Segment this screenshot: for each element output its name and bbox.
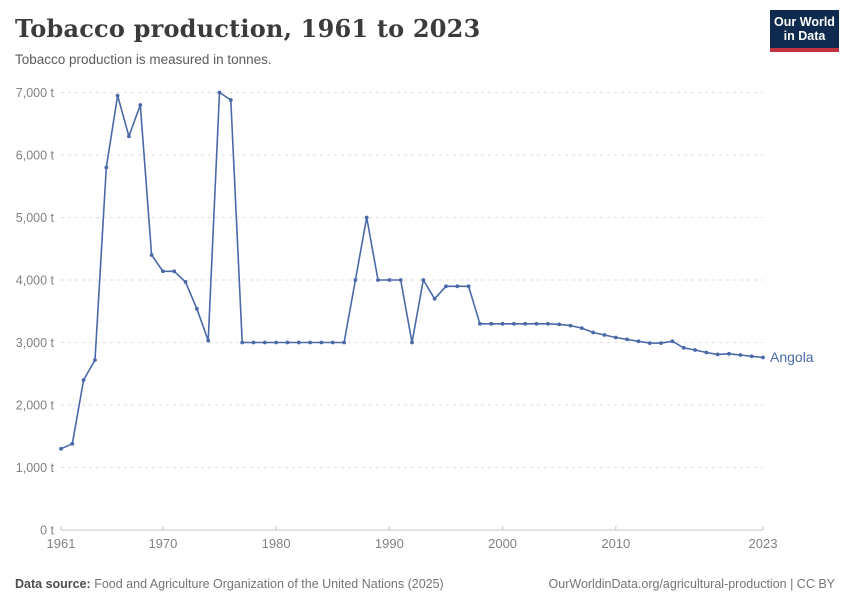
y-tick-label: 2,000 t xyxy=(16,399,55,413)
data-point-marker[interactable] xyxy=(330,340,335,345)
data-point-marker[interactable] xyxy=(251,340,256,345)
data-point-marker[interactable] xyxy=(455,284,460,289)
data-point-marker[interactable] xyxy=(421,278,426,282)
data-point-marker[interactable] xyxy=(546,321,550,326)
data-point-marker[interactable] xyxy=(636,339,641,344)
y-tick-label: 3,000 t xyxy=(16,336,55,350)
data-point-marker[interactable] xyxy=(81,378,86,382)
data-point-marker[interactable] xyxy=(704,350,709,355)
y-tick-label: 6,000 t xyxy=(16,149,55,163)
data-point-marker[interactable] xyxy=(557,322,562,327)
x-tick-label: 1980 xyxy=(262,536,291,551)
data-point-marker[interactable] xyxy=(591,330,596,335)
data-point-marker[interactable] xyxy=(466,284,471,289)
data-point-marker[interactable] xyxy=(693,348,697,352)
chart-footer: Data source: Food and Agriculture Organi… xyxy=(0,568,850,600)
data-point-marker[interactable] xyxy=(59,446,63,451)
data-point-marker[interactable] xyxy=(715,352,720,357)
data-point-marker[interactable] xyxy=(376,278,380,282)
data-point-marker[interactable] xyxy=(183,280,188,284)
data-point-marker[interactable] xyxy=(217,90,222,95)
data-point-marker[interactable] xyxy=(115,93,120,98)
data-point-marker[interactable] xyxy=(228,98,233,102)
y-tick-label: 1,000 t xyxy=(16,461,55,475)
data-point-marker[interactable] xyxy=(93,358,97,362)
data-point-marker[interactable] xyxy=(761,355,765,360)
data-point-marker[interactable] xyxy=(240,340,245,345)
data-point-marker[interactable] xyxy=(364,215,369,220)
data-point-marker[interactable] xyxy=(670,339,675,344)
data-point-marker[interactable] xyxy=(602,333,607,337)
chart-subtitle: Tobacco production is measured in tonnes… xyxy=(15,52,272,67)
y-tick-label: 5,000 t xyxy=(16,211,55,225)
y-tick-label: 7,000 t xyxy=(16,86,55,100)
data-point-marker[interactable] xyxy=(568,323,573,328)
data-point-marker[interactable] xyxy=(432,296,437,301)
data-point-marker[interactable] xyxy=(398,278,403,282)
data-point-marker[interactable] xyxy=(512,321,516,326)
data-point-marker[interactable] xyxy=(659,341,663,345)
x-tick-label: 2010 xyxy=(601,536,630,551)
data-source-label: Data source: xyxy=(15,577,91,591)
data-point-marker[interactable] xyxy=(342,340,346,345)
data-point-marker[interactable] xyxy=(681,345,686,350)
x-tick-label: 1990 xyxy=(375,536,404,551)
data-point-marker[interactable] xyxy=(579,326,584,330)
data-point-marker[interactable] xyxy=(262,340,267,345)
data-point-marker[interactable] xyxy=(104,165,109,170)
x-tick-label: 2000 xyxy=(488,536,517,551)
series-end-label[interactable]: Angola xyxy=(770,349,814,365)
data-source-text: Food and Agriculture Organization of the… xyxy=(90,577,444,591)
data-point-marker[interactable] xyxy=(500,321,505,326)
x-tick-label: 1961 xyxy=(47,536,76,551)
owid-logo-line2: in Data xyxy=(783,29,826,43)
data-point-marker[interactable] xyxy=(126,134,131,139)
owid-logo[interactable]: Our World in Data xyxy=(770,10,839,52)
data-point-marker[interactable] xyxy=(444,284,448,289)
data-point-marker[interactable] xyxy=(285,340,290,345)
data-point-marker[interactable] xyxy=(353,278,358,282)
data-point-marker[interactable] xyxy=(296,340,301,345)
data-point-marker[interactable] xyxy=(206,338,211,343)
data-point-marker[interactable] xyxy=(138,103,143,107)
data-point-marker[interactable] xyxy=(161,269,165,274)
x-tick-label: 1970 xyxy=(148,536,177,551)
data-point-marker[interactable] xyxy=(523,321,528,326)
page-title: Tobacco production, 1961 to 2023 xyxy=(15,14,481,43)
data-point-marker[interactable] xyxy=(274,340,278,345)
data-point-marker[interactable] xyxy=(410,340,414,345)
data-point-marker[interactable] xyxy=(613,335,618,340)
data-point-marker[interactable] xyxy=(319,340,324,345)
credit-link[interactable]: OurWorldinData.org/agricultural-producti… xyxy=(548,577,835,591)
data-point-marker[interactable] xyxy=(738,353,743,357)
y-tick-label: 4,000 t xyxy=(16,274,55,288)
data-point-marker[interactable] xyxy=(478,321,482,326)
data-point-marker[interactable] xyxy=(727,351,731,356)
y-tick-label: 0 t xyxy=(40,524,54,538)
data-point-marker[interactable] xyxy=(625,337,629,342)
data-point-marker[interactable] xyxy=(149,253,154,257)
data-point-marker[interactable] xyxy=(195,306,199,311)
data-point-marker[interactable] xyxy=(489,321,494,326)
data-point-marker[interactable] xyxy=(308,340,312,345)
data-point-marker[interactable] xyxy=(387,278,392,282)
x-tick-label: 2023 xyxy=(749,536,778,551)
data-point-marker[interactable] xyxy=(534,321,539,326)
data-point-marker[interactable] xyxy=(172,269,177,274)
data-point-marker[interactable] xyxy=(70,441,75,446)
owid-logo-line1: Our World xyxy=(774,15,835,29)
data-source: Data source: Food and Agriculture Organi… xyxy=(15,577,444,591)
data-point-marker[interactable] xyxy=(749,354,754,359)
series-line[interactable] xyxy=(60,91,764,450)
data-point-marker[interactable] xyxy=(647,341,652,345)
